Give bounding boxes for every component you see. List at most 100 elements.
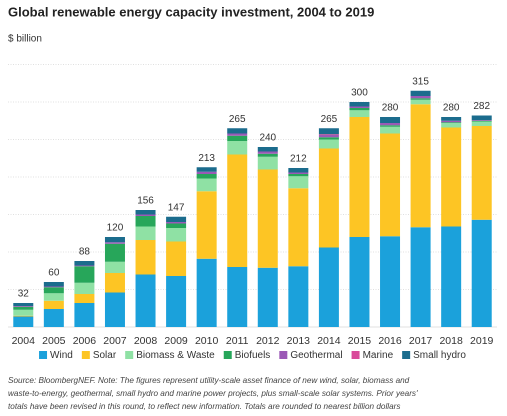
bar-segment xyxy=(410,96,431,99)
bar-segment xyxy=(43,287,64,294)
x-tick-label: 2009 xyxy=(164,335,188,347)
bar-segment xyxy=(380,126,401,134)
x-tick-label: 2019 xyxy=(470,335,494,347)
x-tick-label: 2007 xyxy=(103,335,127,347)
bar-segment xyxy=(13,316,34,327)
bar-segment xyxy=(441,123,462,128)
bar-segment xyxy=(196,191,217,259)
bar-segment xyxy=(166,222,187,224)
bar-segment xyxy=(349,108,370,111)
legend-swatch xyxy=(125,351,134,359)
bar-segment xyxy=(471,115,492,120)
bar-segment xyxy=(410,98,431,100)
x-tick-label: 2013 xyxy=(287,335,311,347)
bar-segment xyxy=(196,171,217,174)
bar-segment xyxy=(135,210,156,215)
legend-swatch xyxy=(279,351,288,359)
total-label: 282 xyxy=(473,101,490,112)
bar-segment xyxy=(104,292,125,327)
total-label: 147 xyxy=(168,202,185,213)
bar-segment xyxy=(104,261,125,273)
bar-segment xyxy=(318,247,339,327)
source-note: Source: BloombergNEF. Note: The figures … xyxy=(8,376,410,385)
bar-segment xyxy=(380,133,401,237)
total-label: 265 xyxy=(321,114,338,125)
bar-segment xyxy=(43,309,64,327)
bar-segment xyxy=(288,176,309,189)
legend-label: Small hydro xyxy=(413,350,466,361)
bar-segment xyxy=(135,214,156,216)
bar-segment xyxy=(441,122,462,123)
bar-segment xyxy=(166,216,187,222)
bar-segment xyxy=(166,241,187,276)
bar-segment xyxy=(196,167,217,172)
x-tick-label: 2016 xyxy=(378,335,402,347)
x-tick-label: 2005 xyxy=(42,335,66,347)
bar-segment xyxy=(257,151,278,154)
bar-segment xyxy=(135,240,156,275)
bar-segment xyxy=(318,135,339,138)
bar-segment xyxy=(227,154,248,267)
bar-segment xyxy=(196,178,217,192)
total-label: 88 xyxy=(79,247,91,258)
bar-segment xyxy=(410,104,431,228)
bar-segment xyxy=(135,216,156,227)
bar-segment xyxy=(471,120,492,122)
bar-segment xyxy=(288,168,309,173)
bar-segment xyxy=(104,243,125,262)
x-tick-label: 2006 xyxy=(73,335,97,347)
bar-segment xyxy=(257,147,278,152)
legend-swatch xyxy=(402,351,411,359)
total-label: 213 xyxy=(198,153,215,164)
total-label: 265 xyxy=(229,114,246,125)
bar-segment xyxy=(166,223,187,228)
bar-segment xyxy=(410,99,431,105)
bar-segment xyxy=(318,128,339,135)
total-label: 156 xyxy=(137,196,154,207)
bar-segment xyxy=(441,127,462,227)
bar-segment xyxy=(227,267,248,327)
bar-segment xyxy=(349,106,370,108)
bar-segment xyxy=(257,267,278,327)
legend-swatch xyxy=(39,351,48,359)
bar-segment xyxy=(74,282,95,294)
bar-segment xyxy=(410,227,431,327)
bar-segment xyxy=(166,276,187,327)
bar-segment xyxy=(74,266,95,283)
source-note: waste-to-energy, geothermal, small hydro… xyxy=(8,389,418,398)
bar-segment xyxy=(135,226,156,240)
legend-label: Geothermal xyxy=(290,350,342,361)
bar-segment xyxy=(349,117,370,237)
bar-segment xyxy=(471,219,492,327)
bar-segment xyxy=(74,303,95,327)
bar-segment xyxy=(166,228,187,242)
bar-segment xyxy=(104,237,125,243)
legend-label: Marine xyxy=(363,350,394,361)
legend-label: Biomass & Waste xyxy=(136,350,215,361)
bar-segment xyxy=(288,172,309,174)
bar-segment xyxy=(196,258,217,327)
bar-segment xyxy=(288,188,309,267)
x-tick-label: 2011 xyxy=(226,335,249,347)
x-tick-label: 2018 xyxy=(439,335,463,347)
legend-label: Solar xyxy=(93,350,117,361)
bar-segment xyxy=(349,110,370,117)
x-tick-label: 2015 xyxy=(348,335,372,347)
x-tick-label: 2010 xyxy=(195,335,219,347)
bar-segment xyxy=(227,128,248,134)
bar-segment xyxy=(135,274,156,327)
bar-segment xyxy=(380,236,401,327)
bar-segment xyxy=(318,148,339,248)
bar-segment xyxy=(410,90,431,96)
bar-segment xyxy=(441,117,462,121)
total-label: 60 xyxy=(48,268,60,279)
chart-title: Global renewable energy capacity investm… xyxy=(8,4,374,19)
bar-segment xyxy=(257,169,278,268)
bar-segment xyxy=(380,125,401,127)
bar-segment xyxy=(74,261,95,266)
bar-segment xyxy=(257,153,278,157)
bar-segment xyxy=(74,294,95,303)
total-label: 315 xyxy=(412,76,429,87)
total-label: 120 xyxy=(107,223,124,234)
